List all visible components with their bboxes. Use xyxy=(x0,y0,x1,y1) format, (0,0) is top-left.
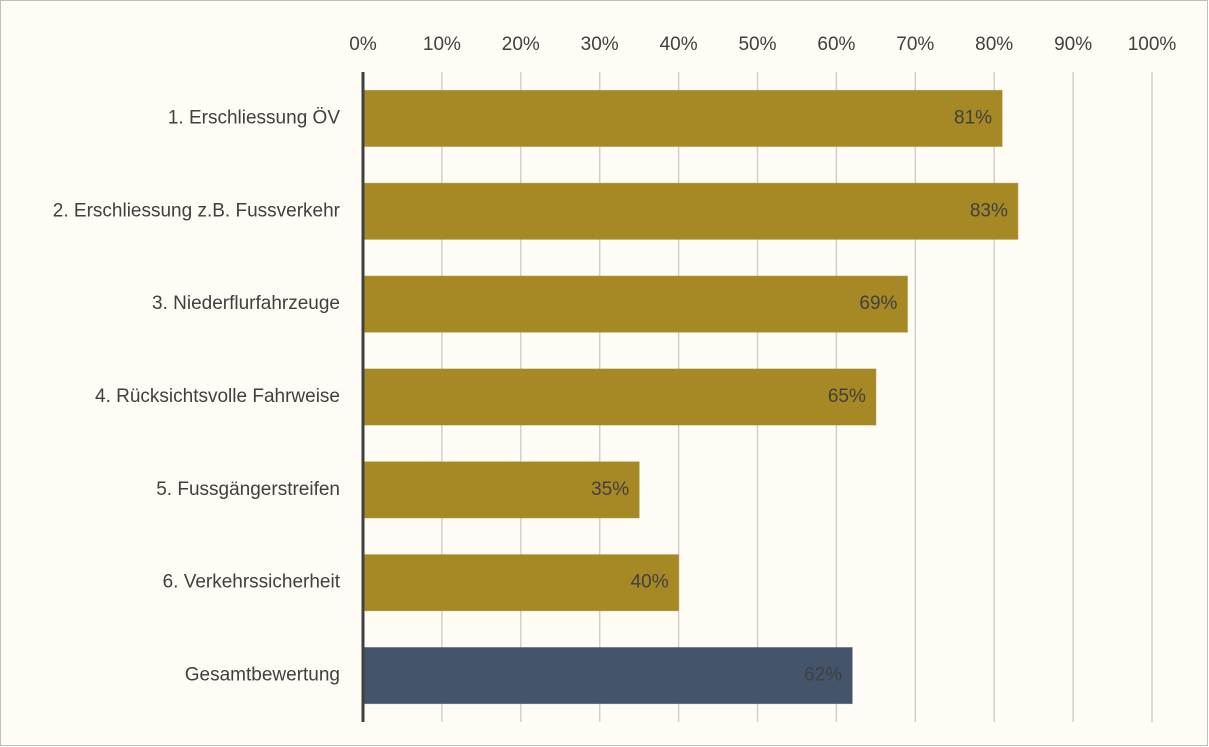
y-tick-label: 3. Niederflurfahrzeuge xyxy=(152,293,340,314)
bar xyxy=(362,368,877,426)
y-tick-label: 6. Verkehrssicherheit xyxy=(163,572,341,593)
bar xyxy=(362,275,908,333)
y-tick-label: 4. Rücksichtsvolle Fahrweise xyxy=(95,386,340,407)
y-tick-label: Gesamtbewertung xyxy=(185,665,340,686)
data-label: 69% xyxy=(859,293,897,314)
x-tick-label: 40% xyxy=(660,34,698,55)
data-label: 65% xyxy=(828,386,866,407)
y-tick-label: 5. Fussgängerstreifen xyxy=(156,479,340,500)
x-tick-label: 0% xyxy=(349,34,377,55)
x-tick-label: 60% xyxy=(817,34,855,55)
x-tick-label: 80% xyxy=(975,34,1013,55)
data-label: 40% xyxy=(631,572,669,593)
x-tick-label: 90% xyxy=(1054,34,1092,55)
data-label: 35% xyxy=(591,479,629,500)
data-label: 83% xyxy=(970,200,1008,221)
x-tick-label: 30% xyxy=(581,34,619,55)
bar xyxy=(362,89,1003,147)
bar xyxy=(362,182,1019,240)
data-label: 81% xyxy=(954,107,992,128)
x-tick-label: 50% xyxy=(738,34,776,55)
x-tick-label: 10% xyxy=(423,34,461,55)
x-tick-label: 70% xyxy=(896,34,934,55)
data-label: 62% xyxy=(804,665,842,686)
bar xyxy=(362,647,853,705)
x-tick-label: 20% xyxy=(502,34,540,55)
x-tick-label: 100% xyxy=(1128,34,1177,55)
y-tick-label: 1. Erschliessung ÖV xyxy=(168,107,340,128)
bar xyxy=(362,461,640,519)
y-tick-label: 2. Erschliessung z.B. Fussverkehr xyxy=(53,200,341,221)
